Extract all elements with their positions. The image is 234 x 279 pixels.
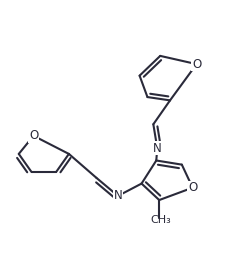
Text: O: O <box>29 129 38 142</box>
Text: O: O <box>192 58 201 71</box>
Text: N: N <box>153 142 162 155</box>
Text: N: N <box>114 189 122 203</box>
Text: O: O <box>188 181 197 194</box>
Text: CH₃: CH₃ <box>150 215 171 225</box>
